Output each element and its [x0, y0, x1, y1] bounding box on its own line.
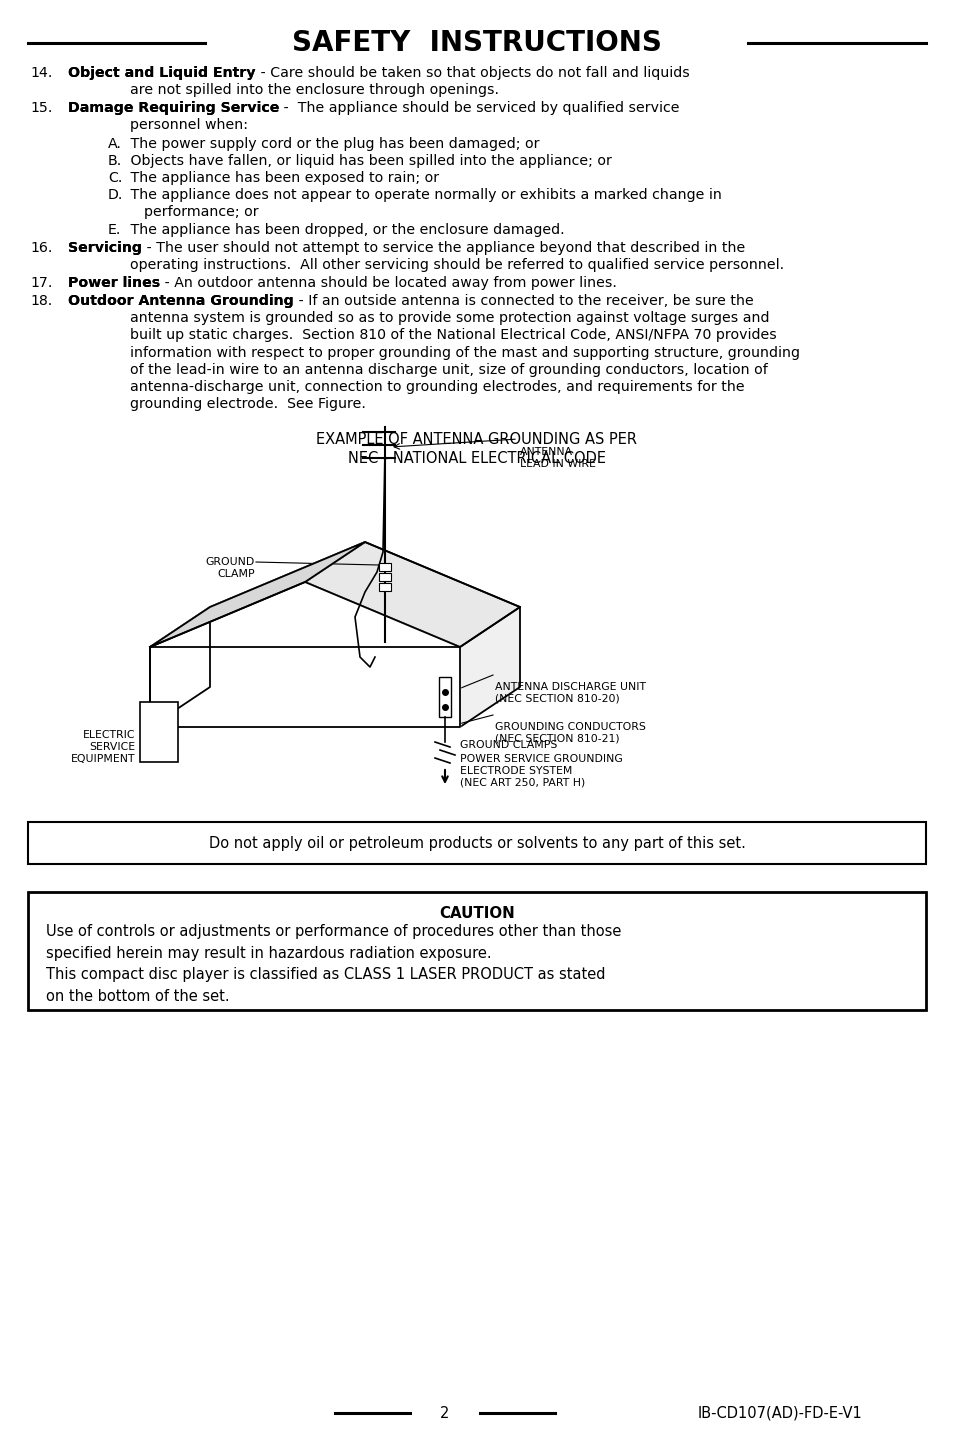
- Text: ELECTRIC
SERVICE
EQUIPMENT: ELECTRIC SERVICE EQUIPMENT: [71, 731, 135, 764]
- Text: 16.: 16.: [30, 241, 52, 254]
- Text: C.: C.: [108, 171, 122, 185]
- Polygon shape: [150, 542, 365, 647]
- Text: Damage Requiring Service: Damage Requiring Service: [68, 102, 279, 115]
- Text: information with respect to proper grounding of the mast and supporting structur: information with respect to proper groun…: [130, 346, 800, 359]
- Polygon shape: [150, 647, 459, 726]
- Text: IB-CD107(AD)-FD-E-V1: IB-CD107(AD)-FD-E-V1: [697, 1405, 862, 1421]
- Text: Servicing: Servicing: [68, 241, 142, 254]
- Text: Object and Liquid Entry: Object and Liquid Entry: [68, 65, 255, 80]
- Text: 15.: 15.: [30, 102, 52, 115]
- Bar: [378, 572, 391, 581]
- Text: - If an outside antenna is connected to the receiver, be sure the: - If an outside antenna is connected to …: [294, 294, 753, 308]
- Text: operating instructions.  All other servicing should be referred to qualified ser: operating instructions. All other servic…: [130, 257, 783, 272]
- Text: A.: A.: [108, 137, 122, 151]
- Polygon shape: [150, 583, 459, 647]
- Text: Do not apply oil or petroleum products or solvents to any part of this set.: Do not apply oil or petroleum products o…: [209, 835, 744, 850]
- Text: antenna system is grounded so as to provide some protection against voltage surg: antenna system is grounded so as to prov…: [130, 311, 769, 325]
- Text: Power lines: Power lines: [68, 276, 160, 289]
- Text: GROUNDING CONDUCTORS
(NEC SECTION 810-21): GROUNDING CONDUCTORS (NEC SECTION 810-21…: [495, 722, 645, 744]
- Text: D.: D.: [108, 187, 123, 202]
- Text: Outdoor Antenna Grounding: Outdoor Antenna Grounding: [68, 294, 294, 308]
- Text: CAUTION: CAUTION: [438, 907, 515, 921]
- Text: of the lead-in wire to an antenna discharge unit, size of grounding conductors, : of the lead-in wire to an antenna discha…: [130, 363, 767, 376]
- Bar: [28, 892, 925, 1010]
- Text: - The user should not attempt to service the appliance beyond that described in : - The user should not attempt to service…: [142, 241, 744, 254]
- Text: 2: 2: [440, 1405, 449, 1421]
- Text: built up static charges.  Section 810 of the National Electrical Code, ANSI/NFPA: built up static charges. Section 810 of …: [130, 328, 776, 343]
- Bar: [438, 677, 451, 716]
- Text: antenna-discharge unit, connection to grounding electrodes, and requirements for: antenna-discharge unit, connection to gr…: [130, 379, 744, 394]
- Bar: [28, 822, 925, 865]
- Text: Power lines: Power lines: [68, 276, 160, 289]
- Text: Objects have fallen, or liquid has been spilled into the appliance; or: Objects have fallen, or liquid has been …: [126, 154, 611, 167]
- Bar: [378, 562, 391, 571]
- Text: GROUND
CLAMP: GROUND CLAMP: [206, 556, 254, 578]
- Text: Outdoor Antenna Grounding: Outdoor Antenna Grounding: [68, 294, 294, 308]
- Text: 17.: 17.: [30, 276, 52, 289]
- Text: Servicing: Servicing: [68, 241, 142, 254]
- Text: The appliance does not appear to operate normally or exhibits a marked change in: The appliance does not appear to operate…: [126, 187, 721, 202]
- Text: 18.: 18.: [30, 294, 52, 308]
- Text: - An outdoor antenna should be located away from power lines.: - An outdoor antenna should be located a…: [160, 276, 617, 289]
- Text: Use of controls or adjustments or performance of procedures other than those
spe: Use of controls or adjustments or perfor…: [46, 924, 620, 1004]
- Text: grounding electrode.  See Figure.: grounding electrode. See Figure.: [130, 397, 366, 411]
- Text: performance; or: performance; or: [126, 205, 258, 219]
- Text: - Care should be taken so that objects do not fall and liquids: - Care should be taken so that objects d…: [255, 65, 689, 80]
- Text: The power supply cord or the plug has been damaged; or: The power supply cord or the plug has be…: [126, 137, 539, 151]
- Text: SAFETY  INSTRUCTIONS: SAFETY INSTRUCTIONS: [292, 29, 661, 57]
- Polygon shape: [459, 607, 519, 726]
- Bar: [378, 583, 391, 591]
- Text: are not spilled into the enclosure through openings.: are not spilled into the enclosure throu…: [130, 83, 498, 97]
- Text: NEC - NATIONAL ELECTRICAL CODE: NEC - NATIONAL ELECTRICAL CODE: [348, 452, 605, 466]
- Text: E.: E.: [108, 222, 121, 237]
- Text: POWER SERVICE GROUNDING
ELECTRODE SYSTEM
(NEC ART 250, PART H): POWER SERVICE GROUNDING ELECTRODE SYSTEM…: [459, 754, 622, 788]
- Text: EXAMPLE OF ANTENNA GROUNDING AS PER: EXAMPLE OF ANTENNA GROUNDING AS PER: [316, 433, 637, 448]
- Text: ANTENNA DISCHARGE UNIT
(NEC SECTION 810-20): ANTENNA DISCHARGE UNIT (NEC SECTION 810-…: [495, 681, 645, 703]
- Text: B.: B.: [108, 154, 122, 167]
- Polygon shape: [305, 542, 519, 647]
- Text: Object and Liquid Entry: Object and Liquid Entry: [68, 65, 255, 80]
- Polygon shape: [210, 542, 519, 607]
- Text: GROUND CLAMPS: GROUND CLAMPS: [459, 740, 557, 750]
- Text: The appliance has been exposed to rain; or: The appliance has been exposed to rain; …: [126, 171, 438, 185]
- Polygon shape: [150, 607, 210, 726]
- Text: -  The appliance should be serviced by qualified service: - The appliance should be serviced by qu…: [279, 102, 679, 115]
- Text: The appliance has been dropped, or the enclosure damaged.: The appliance has been dropped, or the e…: [126, 222, 564, 237]
- Text: 14.: 14.: [30, 65, 52, 80]
- Text: ANTENNA
LEAD IN WIRE: ANTENNA LEAD IN WIRE: [519, 448, 596, 469]
- Text: personnel when:: personnel when:: [130, 119, 248, 132]
- Text: Damage Requiring Service: Damage Requiring Service: [68, 102, 279, 115]
- Bar: [140, 702, 178, 761]
